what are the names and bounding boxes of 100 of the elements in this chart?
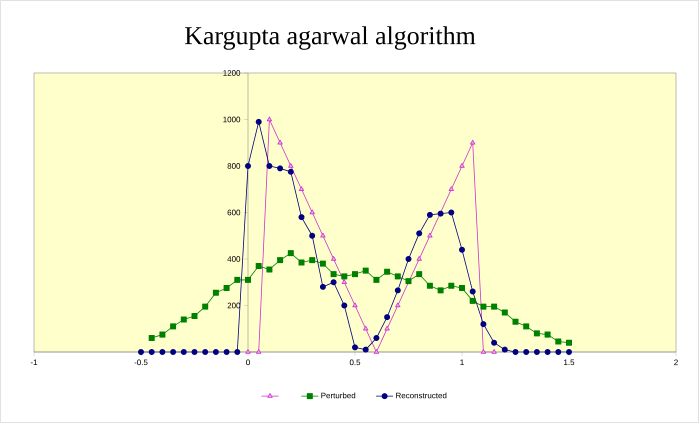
point (277, 257, 284, 264)
point (341, 273, 348, 280)
point (544, 332, 551, 338)
point (342, 279, 347, 284)
point (180, 316, 187, 322)
point (438, 210, 444, 217)
point (148, 349, 155, 355)
point (384, 314, 390, 320)
point (320, 284, 326, 290)
point (470, 298, 476, 304)
point (491, 304, 498, 310)
point (480, 304, 486, 310)
point (373, 335, 380, 342)
point (310, 210, 315, 214)
point (212, 290, 219, 296)
point (320, 232, 326, 238)
point (523, 349, 530, 355)
point (341, 302, 348, 308)
point (202, 304, 208, 310)
point (523, 323, 530, 330)
point (426, 212, 433, 218)
point (491, 349, 497, 354)
point (384, 268, 390, 275)
point (480, 349, 486, 354)
point (234, 276, 240, 283)
point (159, 349, 166, 355)
point (416, 271, 422, 278)
point (352, 302, 358, 308)
point (502, 346, 508, 353)
point (330, 256, 336, 261)
point (309, 257, 316, 264)
point (448, 282, 454, 289)
point (298, 259, 304, 266)
point (406, 256, 412, 262)
point (362, 268, 369, 274)
point (555, 338, 562, 345)
point (224, 285, 230, 292)
point (502, 309, 508, 316)
point (512, 318, 518, 325)
point (352, 344, 358, 350)
point (512, 349, 518, 355)
chart-title: Kargupta agarwal algorithm (184, 26, 476, 50)
point (330, 279, 337, 286)
point (363, 326, 368, 330)
point (416, 230, 422, 236)
point (234, 349, 240, 355)
point (170, 323, 176, 330)
point (256, 349, 262, 354)
point (202, 349, 208, 355)
point (374, 349, 380, 354)
point (266, 116, 272, 122)
point (159, 332, 166, 338)
point (180, 349, 187, 355)
point (288, 168, 294, 175)
point (266, 266, 272, 272)
point (470, 140, 476, 144)
point (566, 349, 572, 355)
point (277, 140, 283, 144)
point (491, 340, 498, 346)
point (394, 287, 401, 294)
point (245, 163, 251, 169)
point (212, 349, 219, 355)
point (544, 349, 551, 355)
point (309, 232, 316, 239)
point (384, 326, 390, 330)
point (534, 330, 540, 336)
point (362, 346, 369, 353)
point (224, 349, 230, 355)
point (256, 262, 262, 269)
point (288, 163, 294, 168)
point (192, 312, 198, 319)
point (298, 186, 304, 191)
point (566, 340, 572, 346)
point (148, 335, 155, 342)
point (448, 186, 454, 191)
point (426, 282, 433, 289)
point (416, 256, 422, 261)
point (480, 321, 486, 328)
point (459, 163, 465, 168)
point (192, 349, 198, 355)
point (266, 163, 272, 169)
point (459, 285, 465, 292)
point (277, 165, 284, 172)
point (288, 250, 294, 256)
point (373, 276, 380, 283)
point (245, 276, 251, 283)
point (448, 210, 454, 216)
point (438, 287, 444, 294)
point (555, 349, 562, 355)
point (394, 273, 401, 280)
point (138, 349, 144, 355)
point (470, 288, 476, 295)
point (534, 349, 540, 355)
point (320, 260, 326, 267)
point (459, 246, 465, 253)
point (352, 271, 358, 278)
point (395, 302, 400, 308)
point (170, 349, 176, 355)
point (427, 232, 433, 238)
point (298, 214, 304, 220)
